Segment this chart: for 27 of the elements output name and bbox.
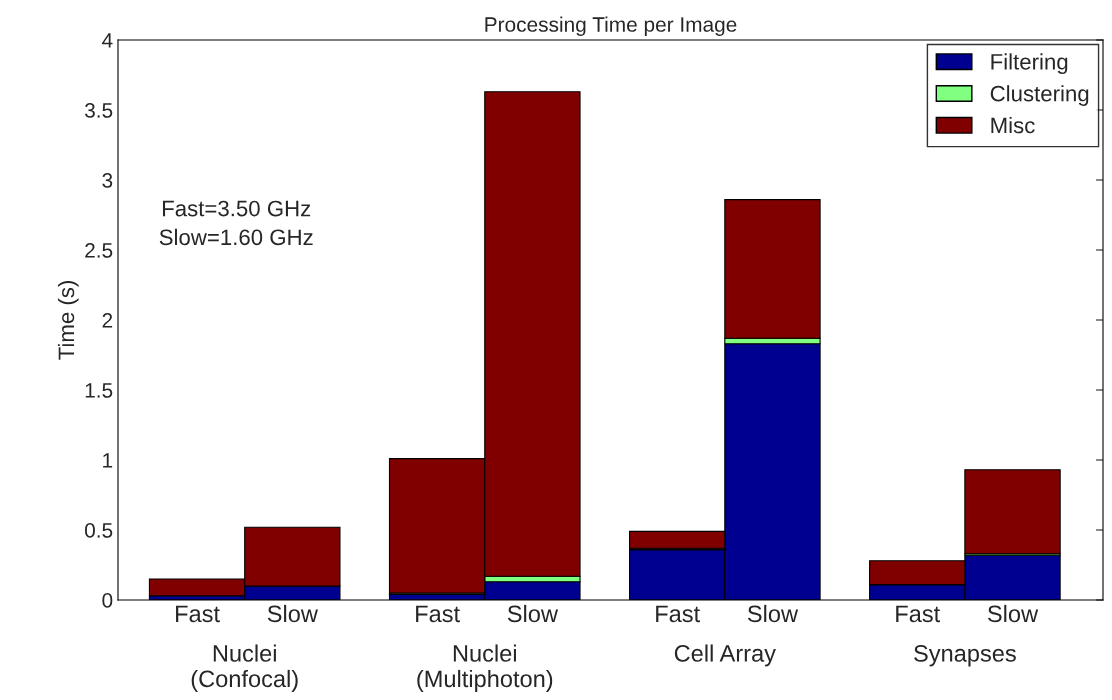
legend-label: Filtering [991,53,1068,75]
text: Cell Array [674,644,776,667]
x-tick-label: Fast [896,605,941,623]
y-tick-label: 3 [102,173,113,188]
y-tick-label: 0.5 [84,523,113,538]
y-tick-label: 2.5 [85,243,113,258]
annotation: Fast=3.50 GHz Slow=1.60 GHz [159,200,313,246]
y-tick-label: 2 [102,313,113,328]
x-tick-label: Fast [176,605,220,623]
y-tick-label: 0 [102,593,113,608]
x-tick-label: Fast [416,605,460,623]
legend-label: Clustering [990,85,1089,106]
legend-label: Misc [991,116,1035,134]
text: Nuclei (Multiphoton) [417,644,553,692]
chart-title: Processing Time per Image [485,16,737,36]
x-tick-label: Slow [267,604,318,623]
y-tick-label: 4 [102,33,113,48]
x-tick-label: Slow [987,604,1039,623]
x-tick-label: Slow [507,604,559,623]
y-tick-label: 1 [103,453,113,468]
y-tick-label: 3.5 [84,103,113,118]
text: Synapses [914,645,1016,667]
y-tick-label: 1.5 [85,383,113,398]
text: Nuclei (Confocal) [191,644,298,692]
x-tick-label: Slow [747,604,799,623]
x-tick-label: Fast [656,605,700,623]
y-axis-title: Time (s) [57,281,79,360]
